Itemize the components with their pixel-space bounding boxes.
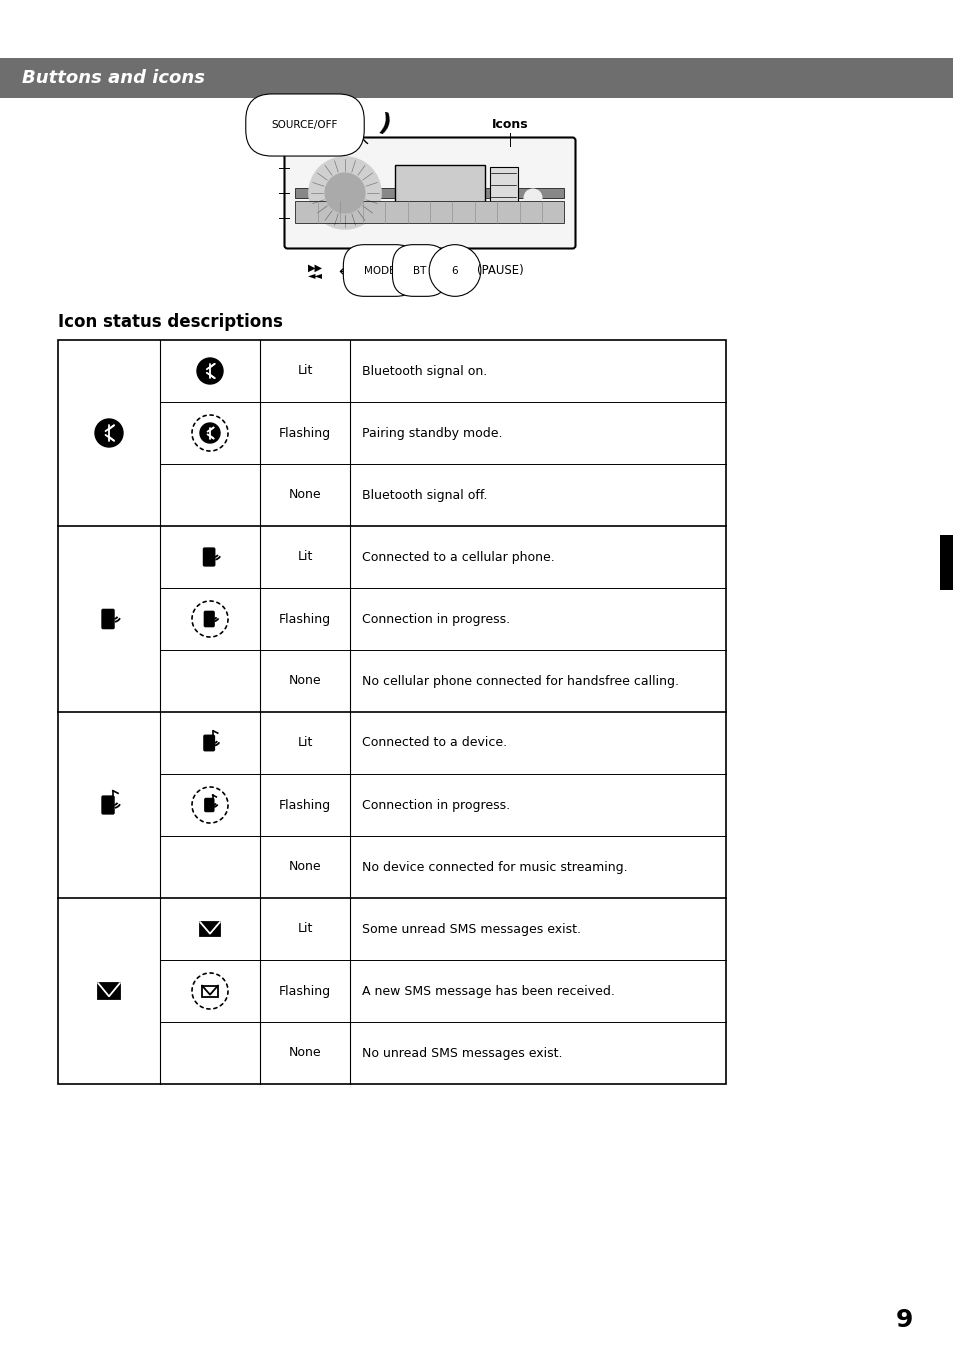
- Text: Icon status descriptions: Icon status descriptions: [58, 314, 283, 331]
- Text: ): ): [376, 112, 394, 138]
- Text: ▶▶: ▶▶: [307, 262, 322, 273]
- Bar: [98, 983, 120, 999]
- Circle shape: [325, 173, 365, 214]
- Text: SOURCE/OFF: SOURCE/OFF: [272, 120, 337, 130]
- Text: Buttons and icons: Buttons and icons: [22, 69, 205, 87]
- Text: Pairing standby mode.: Pairing standby mode.: [361, 426, 502, 439]
- Text: Connection in progress.: Connection in progress.: [361, 799, 510, 811]
- Text: No unread SMS messages exist.: No unread SMS messages exist.: [361, 1046, 562, 1060]
- Bar: [395, 165, 484, 215]
- Text: Connected to a device.: Connected to a device.: [361, 737, 507, 749]
- Text: Lit: Lit: [297, 550, 313, 564]
- Circle shape: [523, 189, 541, 207]
- Text: Connection in progress.: Connection in progress.: [361, 612, 510, 626]
- FancyBboxPatch shape: [204, 735, 214, 750]
- Text: None: None: [289, 860, 321, 873]
- Text: Lit: Lit: [297, 922, 313, 936]
- Circle shape: [95, 419, 123, 448]
- Text: Some unread SMS messages exist.: Some unread SMS messages exist.: [361, 922, 580, 936]
- Text: None: None: [289, 1046, 321, 1060]
- Text: 9: 9: [894, 1307, 912, 1332]
- Bar: [939, 535, 953, 589]
- FancyBboxPatch shape: [205, 799, 213, 811]
- Text: Bluetooth signal off.: Bluetooth signal off.: [361, 488, 487, 502]
- Text: None: None: [289, 675, 321, 688]
- Bar: [0, 58, 953, 97]
- Text: Lit: Lit: [297, 737, 313, 749]
- Bar: [490, 168, 517, 214]
- Circle shape: [196, 358, 223, 384]
- Text: Icons: Icons: [491, 119, 528, 131]
- Text: ◄◄: ◄◄: [307, 270, 322, 280]
- Text: BT: BT: [413, 265, 426, 276]
- Bar: [58, 339, 725, 1084]
- Bar: [200, 922, 220, 936]
- Text: Bluetooth signal on.: Bluetooth signal on.: [361, 365, 487, 377]
- Text: No cellular phone connected for handsfree calling.: No cellular phone connected for handsfre…: [361, 675, 679, 688]
- Text: (PAUSE): (PAUSE): [476, 264, 523, 277]
- Text: Connected to a cellular phone.: Connected to a cellular phone.: [361, 550, 554, 564]
- FancyBboxPatch shape: [204, 611, 213, 626]
- FancyBboxPatch shape: [284, 138, 575, 249]
- Text: Flashing: Flashing: [278, 612, 331, 626]
- Text: No device connected for music streaming.: No device connected for music streaming.: [361, 860, 627, 873]
- Text: Flashing: Flashing: [278, 426, 331, 439]
- FancyBboxPatch shape: [102, 796, 113, 814]
- Text: Flashing: Flashing: [278, 984, 331, 998]
- Bar: [295, 188, 564, 197]
- Text: A new SMS message has been received.: A new SMS message has been received.: [361, 984, 615, 998]
- Bar: [202, 986, 218, 996]
- Text: MODE: MODE: [364, 265, 395, 276]
- Circle shape: [309, 157, 380, 228]
- Text: 6: 6: [451, 265, 457, 276]
- Text: ↵: ↵: [338, 264, 351, 279]
- Circle shape: [200, 423, 220, 443]
- Text: Flashing: Flashing: [278, 799, 331, 811]
- FancyBboxPatch shape: [203, 548, 214, 565]
- Text: None: None: [289, 488, 321, 502]
- Bar: [295, 201, 564, 223]
- FancyBboxPatch shape: [102, 610, 113, 629]
- Text: Lit: Lit: [297, 365, 313, 377]
